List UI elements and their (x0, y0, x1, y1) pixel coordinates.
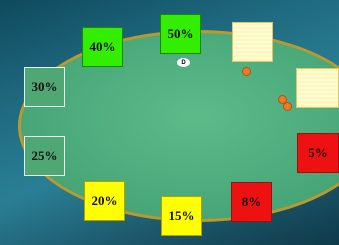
seat[interactable]: 15% (161, 196, 202, 236)
seat[interactable]: 30% (24, 67, 65, 107)
seat[interactable]: 25% (24, 136, 65, 176)
chip (283, 102, 292, 111)
empty-seat[interactable] (296, 68, 339, 108)
seat[interactable]: 8% (231, 182, 272, 222)
empty-seat[interactable] (232, 22, 273, 62)
seat[interactable]: 40% (82, 27, 123, 67)
seat[interactable]: 50% (160, 14, 201, 54)
seat[interactable]: 20% (84, 181, 125, 221)
poker-table-screen: 40% 50% 30% 25% 5% 8% 15% 20% D (0, 0, 339, 245)
chip (242, 67, 251, 76)
dealer-button: D (177, 58, 190, 67)
seat[interactable]: 5% (297, 133, 339, 173)
